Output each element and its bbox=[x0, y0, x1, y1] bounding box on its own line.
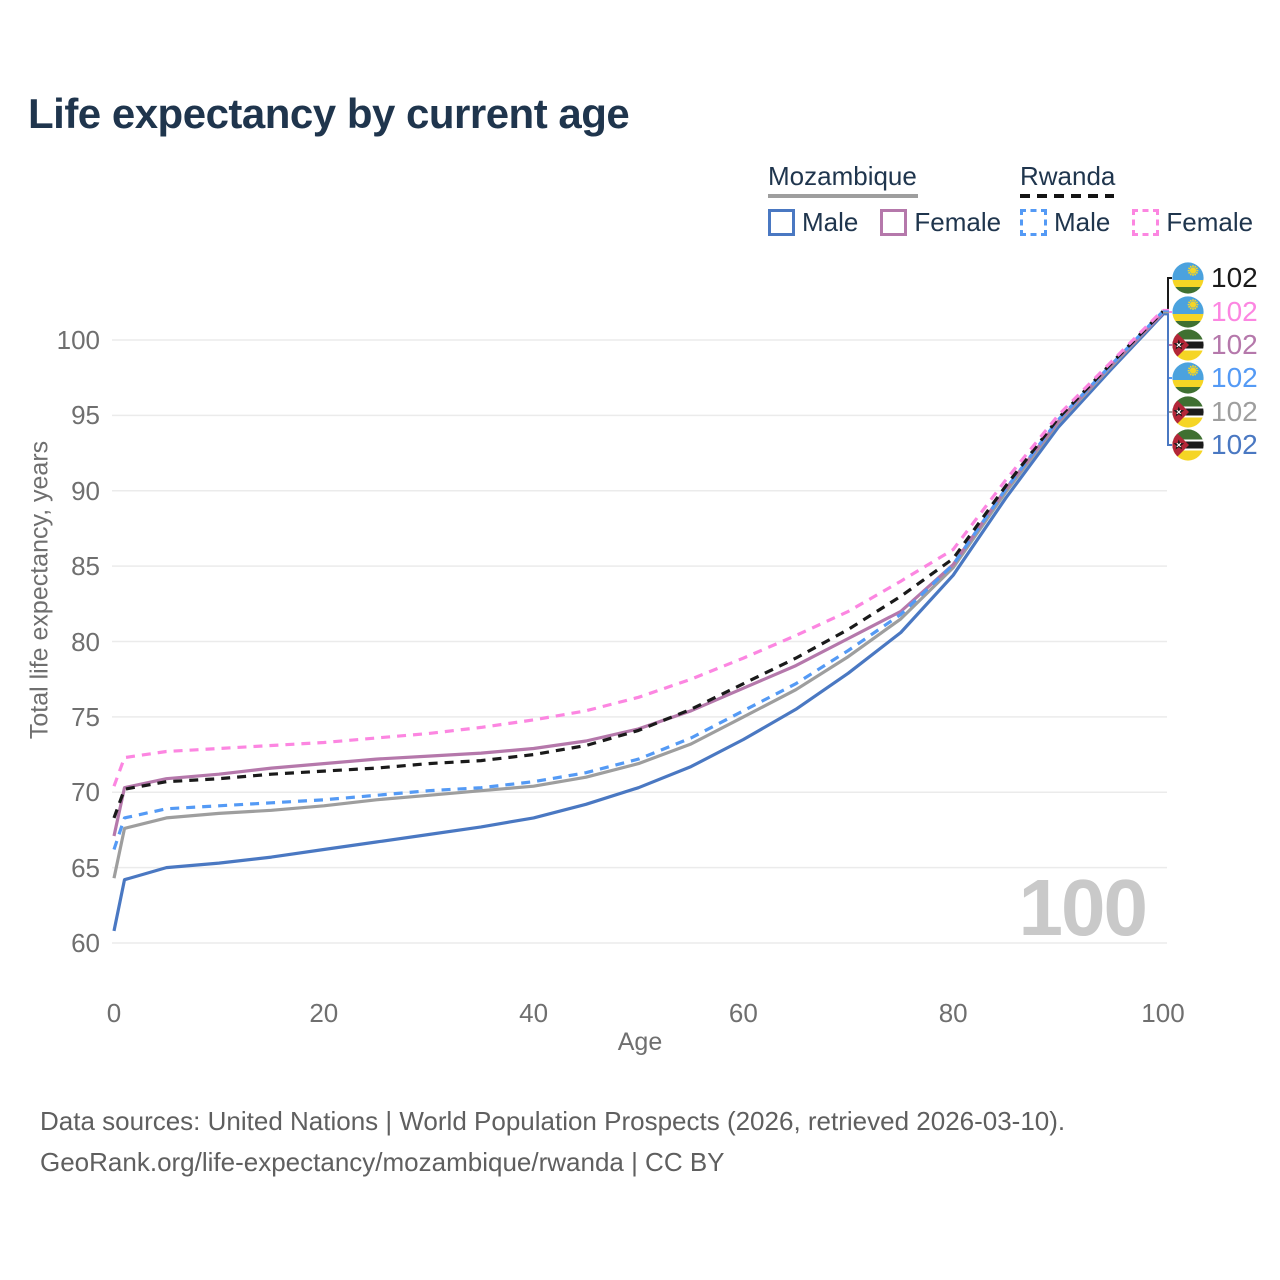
legend-swatch-mozambique-male[interactable] bbox=[768, 209, 795, 237]
y-axis-title: Total life expectancy, years bbox=[25, 440, 54, 740]
rwanda-flag-icon bbox=[1172, 362, 1204, 394]
series-end-label-mozambique-female: 102 bbox=[1172, 329, 1258, 361]
mozambique-flag-icon bbox=[1172, 396, 1204, 428]
y-tick-label: 100 bbox=[56, 325, 100, 355]
series-end-label-rwanda-female: 102 bbox=[1172, 296, 1258, 328]
footer-data-sources: Data sources: United Nations | World Pop… bbox=[40, 1106, 1066, 1136]
legend-country-rwanda[interactable]: Rwanda bbox=[1020, 161, 1116, 191]
y-tick-label: 90 bbox=[71, 475, 100, 506]
series-end-value: 102 bbox=[1211, 362, 1258, 393]
x-tick-label: 40 bbox=[519, 998, 549, 1028]
series-end-label-rwanda: 102 bbox=[1172, 262, 1258, 294]
legend-country-mozambique[interactable]: Mozambique bbox=[768, 161, 917, 191]
mozambique-flag-icon bbox=[1172, 429, 1204, 461]
rwanda-flag-icon bbox=[1172, 296, 1204, 328]
x-tick-label: 80 bbox=[938, 998, 968, 1028]
series-end-value: 102 bbox=[1211, 429, 1258, 460]
series-end-label-mozambique: 102 bbox=[1172, 396, 1258, 428]
rwanda-flag-icon bbox=[1172, 262, 1204, 294]
footer-attribution-link[interactable]: GeoRank.org/life-expectancy/mozambique/r… bbox=[40, 1147, 725, 1177]
end-label-connector bbox=[1163, 277, 1172, 313]
series-line-mozambique[interactable] bbox=[112, 311, 1165, 879]
legend-label-mozambique-female[interactable]: Female bbox=[914, 207, 1002, 238]
mozambique-flag-icon bbox=[1172, 329, 1204, 361]
legend-group-mozambique: Mozambique Male Female bbox=[768, 162, 1023, 238]
y-tick-label: 60 bbox=[71, 928, 100, 958]
y-tick-label: 80 bbox=[71, 626, 100, 657]
series-end-value: 102 bbox=[1211, 396, 1258, 427]
legend-swatch-mozambique-female[interactable] bbox=[880, 209, 908, 237]
legend-swatch-rwanda-female[interactable] bbox=[1132, 209, 1160, 237]
x-tick-label: 0 bbox=[106, 998, 122, 1028]
end-label-connector bbox=[1163, 313, 1172, 446]
age-watermark: 100 bbox=[1018, 863, 1148, 952]
legend-label-mozambique-male[interactable]: Male bbox=[802, 207, 859, 238]
series-line-rwanda-female[interactable] bbox=[112, 308, 1165, 787]
series-line-rwanda[interactable] bbox=[112, 310, 1165, 819]
series-line-mozambique-female[interactable] bbox=[112, 311, 1165, 837]
series-end-value: 102 bbox=[1211, 329, 1258, 360]
y-tick-label: 75 bbox=[71, 701, 100, 732]
y-tick-label: 85 bbox=[71, 551, 100, 582]
y-tick-label: 70 bbox=[71, 777, 100, 808]
y-tick-label: 65 bbox=[71, 852, 100, 883]
x-tick-label: 60 bbox=[728, 998, 758, 1028]
legend-group-rwanda: Rwanda Male Female bbox=[1020, 162, 1275, 238]
legend-swatch-rwanda-male[interactable] bbox=[1020, 209, 1047, 237]
x-tick-label: 100 bbox=[1141, 998, 1185, 1028]
legend-label-rwanda-female[interactable]: Female bbox=[1166, 207, 1254, 238]
series-end-value: 102 bbox=[1211, 262, 1258, 293]
page-title: Life expectancy by current age bbox=[28, 90, 630, 137]
y-tick-label: 95 bbox=[71, 400, 100, 431]
x-axis-title: Age bbox=[617, 1028, 663, 1056]
legend-underline-rwanda bbox=[1020, 193, 1114, 199]
legend-underline-mozambique bbox=[768, 193, 918, 199]
legend-label-rwanda-male[interactable]: Male bbox=[1054, 207, 1111, 238]
series-end-label-rwanda-male: 102 bbox=[1172, 362, 1258, 394]
series-end-value: 102 bbox=[1211, 296, 1258, 327]
x-tick-label: 20 bbox=[309, 998, 339, 1028]
series-end-label-mozambique-male: 102 bbox=[1172, 429, 1258, 461]
series-line-mozambique-male[interactable] bbox=[112, 313, 1165, 932]
